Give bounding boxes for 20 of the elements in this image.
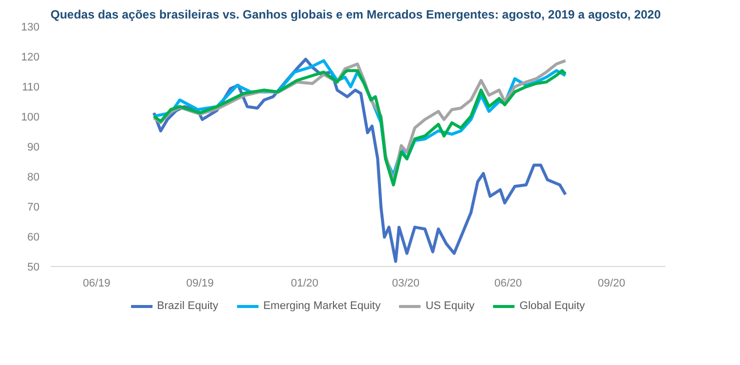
chart-title: Quedas das ações brasileiras vs. Ganhos globais e em Mercados Emergentes: agosto, 2019 a agosto, 2020 bbox=[50, 8, 662, 22]
y-tick-label: 120 bbox=[21, 52, 40, 64]
y-tick-label: 50 bbox=[27, 262, 40, 274]
y-tick-label: 60 bbox=[27, 232, 40, 244]
y-tick-label: 70 bbox=[27, 202, 40, 214]
y-tick-label: 100 bbox=[21, 112, 40, 124]
y-tick-label: 110 bbox=[22, 82, 40, 94]
x-tick-label: 06/20 bbox=[494, 278, 522, 290]
legend-label: Emerging Market Equity bbox=[263, 300, 381, 312]
legend-label: US Equity bbox=[426, 300, 475, 312]
x-tick-label: 09/19 bbox=[186, 278, 214, 290]
y-tick-label: 80 bbox=[27, 172, 40, 184]
y-tick-label: 130 bbox=[21, 22, 40, 34]
legend-label: Brazil Equity bbox=[157, 300, 218, 312]
x-tick-label: 03/20 bbox=[392, 278, 420, 290]
x-tick-label: 01/20 bbox=[290, 278, 318, 290]
x-tick-label: 09/20 bbox=[598, 278, 626, 290]
y-tick-label: 90 bbox=[27, 142, 40, 154]
x-tick-label: 06/19 bbox=[82, 278, 110, 290]
legend-label: Global Equity bbox=[520, 300, 585, 312]
